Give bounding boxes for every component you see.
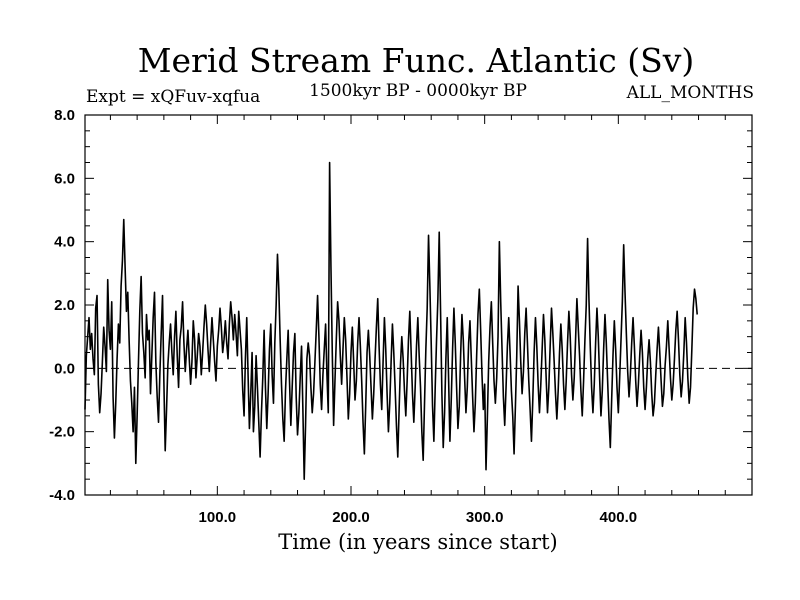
chart-title: Merid Stream Func. Atlantic (Sv) xyxy=(138,41,695,80)
plot-frame xyxy=(84,114,753,496)
y-tick-label: 6.0 xyxy=(54,170,75,187)
x-axis: 100.0 200.0 300.0 400.0 xyxy=(109,115,726,526)
y-tick-label: -2.0 xyxy=(49,424,75,441)
x-tick-label: 100.0 xyxy=(199,509,237,526)
series-line xyxy=(84,161,698,480)
y-tick-label: 0.0 xyxy=(54,360,75,377)
y-tick-label: 2.0 xyxy=(54,297,75,314)
x-tick-label: 200.0 xyxy=(332,509,370,526)
x-tick-label: 400.0 xyxy=(600,509,638,526)
y-tick-label: -4.0 xyxy=(49,487,75,504)
y-axis: -4.0 -2.0 0.0 2.0 4.0 6.0 8.0 xyxy=(49,107,752,504)
months-label: ALL_MONTHS xyxy=(626,83,754,103)
experiment-label: Expt = xQFuv-xqfua xyxy=(86,87,260,107)
x-axis-label: Time (in years since start) xyxy=(278,530,557,554)
y-tick-label: 4.0 xyxy=(54,234,75,251)
time-range-label: 1500kyr BP - 0000kyr BP xyxy=(309,81,527,101)
y-tick-label: 8.0 xyxy=(54,107,75,124)
x-tick-label: 300.0 xyxy=(466,509,504,526)
